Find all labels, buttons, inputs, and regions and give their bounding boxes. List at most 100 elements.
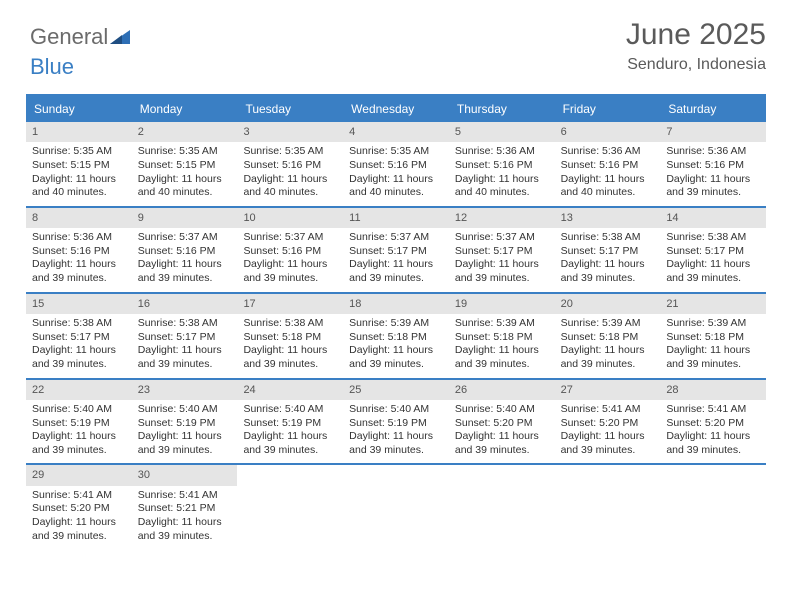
day-number: 16 bbox=[132, 294, 238, 314]
sunrise-text: Sunrise: 5:38 AM bbox=[138, 317, 232, 331]
calendar-cell: 6Sunrise: 5:36 AMSunset: 5:16 PMDaylight… bbox=[555, 122, 661, 206]
day-details: Sunrise: 5:36 AMSunset: 5:16 PMDaylight:… bbox=[555, 142, 661, 206]
calendar-cell: 11Sunrise: 5:37 AMSunset: 5:17 PMDayligh… bbox=[343, 208, 449, 292]
sunset-text: Sunset: 5:20 PM bbox=[455, 417, 549, 431]
sunset-text: Sunset: 5:18 PM bbox=[349, 331, 443, 345]
day-details: Sunrise: 5:41 AMSunset: 5:21 PMDaylight:… bbox=[132, 486, 238, 550]
calendar-cell: 21Sunrise: 5:39 AMSunset: 5:18 PMDayligh… bbox=[660, 294, 766, 378]
day-number: 4 bbox=[343, 122, 449, 142]
sunset-text: Sunset: 5:16 PM bbox=[138, 245, 232, 259]
sunset-text: Sunset: 5:19 PM bbox=[138, 417, 232, 431]
calendar-cell: 10Sunrise: 5:37 AMSunset: 5:16 PMDayligh… bbox=[237, 208, 343, 292]
daylight-text: Daylight: 11 hours and 39 minutes. bbox=[243, 344, 337, 371]
sunrise-text: Sunrise: 5:38 AM bbox=[561, 231, 655, 245]
day-number: 27 bbox=[555, 380, 661, 400]
day-number: 1 bbox=[26, 122, 132, 142]
day-number: 20 bbox=[555, 294, 661, 314]
sunrise-text: Sunrise: 5:40 AM bbox=[349, 403, 443, 417]
calendar-cell: 1Sunrise: 5:35 AMSunset: 5:15 PMDaylight… bbox=[26, 122, 132, 206]
day-number: 26 bbox=[449, 380, 555, 400]
sunset-text: Sunset: 5:16 PM bbox=[243, 245, 337, 259]
sunset-text: Sunset: 5:20 PM bbox=[666, 417, 760, 431]
daylight-text: Daylight: 11 hours and 39 minutes. bbox=[561, 344, 655, 371]
calendar-cell: 28Sunrise: 5:41 AMSunset: 5:20 PMDayligh… bbox=[660, 380, 766, 464]
daylight-text: Daylight: 11 hours and 39 minutes. bbox=[138, 516, 232, 543]
day-number: 25 bbox=[343, 380, 449, 400]
calendar-cell: 15Sunrise: 5:38 AMSunset: 5:17 PMDayligh… bbox=[26, 294, 132, 378]
sunrise-text: Sunrise: 5:35 AM bbox=[243, 145, 337, 159]
day-details: Sunrise: 5:38 AMSunset: 5:18 PMDaylight:… bbox=[237, 314, 343, 378]
day-number: 19 bbox=[449, 294, 555, 314]
day-details: Sunrise: 5:38 AMSunset: 5:17 PMDaylight:… bbox=[660, 228, 766, 292]
sunrise-text: Sunrise: 5:36 AM bbox=[32, 231, 126, 245]
daylight-text: Daylight: 11 hours and 39 minutes. bbox=[243, 430, 337, 457]
calendar: SundayMondayTuesdayWednesdayThursdayFrid… bbox=[26, 94, 766, 549]
day-number: 6 bbox=[555, 122, 661, 142]
day-details: Sunrise: 5:40 AMSunset: 5:19 PMDaylight:… bbox=[343, 400, 449, 464]
calendar-cell: 27Sunrise: 5:41 AMSunset: 5:20 PMDayligh… bbox=[555, 380, 661, 464]
daylight-text: Daylight: 11 hours and 39 minutes. bbox=[32, 516, 126, 543]
day-details: Sunrise: 5:36 AMSunset: 5:16 PMDaylight:… bbox=[26, 228, 132, 292]
daylight-text: Daylight: 11 hours and 39 minutes. bbox=[666, 258, 760, 285]
day-details: Sunrise: 5:38 AMSunset: 5:17 PMDaylight:… bbox=[555, 228, 661, 292]
sunset-text: Sunset: 5:17 PM bbox=[32, 331, 126, 345]
day-of-week-label: Sunday bbox=[26, 96, 132, 122]
day-of-week-label: Tuesday bbox=[237, 96, 343, 122]
day-number: 9 bbox=[132, 208, 238, 228]
page-title: June 2025 bbox=[626, 18, 766, 52]
daylight-text: Daylight: 11 hours and 40 minutes. bbox=[32, 173, 126, 200]
sunset-text: Sunset: 5:18 PM bbox=[561, 331, 655, 345]
daylight-text: Daylight: 11 hours and 39 minutes. bbox=[455, 430, 549, 457]
sunrise-text: Sunrise: 5:38 AM bbox=[666, 231, 760, 245]
day-of-week-label: Monday bbox=[132, 96, 238, 122]
day-details: Sunrise: 5:39 AMSunset: 5:18 PMDaylight:… bbox=[660, 314, 766, 378]
logo-text: General Blue bbox=[30, 24, 130, 80]
daylight-text: Daylight: 11 hours and 39 minutes. bbox=[666, 173, 760, 200]
day-number: 24 bbox=[237, 380, 343, 400]
calendar-cell: 17Sunrise: 5:38 AMSunset: 5:18 PMDayligh… bbox=[237, 294, 343, 378]
sunset-text: Sunset: 5:18 PM bbox=[243, 331, 337, 345]
day-number: 29 bbox=[26, 465, 132, 485]
calendar-cell: 14Sunrise: 5:38 AMSunset: 5:17 PMDayligh… bbox=[660, 208, 766, 292]
day-number: 21 bbox=[660, 294, 766, 314]
daylight-text: Daylight: 11 hours and 40 minutes. bbox=[349, 173, 443, 200]
sunrise-text: Sunrise: 5:37 AM bbox=[349, 231, 443, 245]
day-details: Sunrise: 5:41 AMSunset: 5:20 PMDaylight:… bbox=[660, 400, 766, 464]
calendar-cell-empty bbox=[555, 465, 661, 549]
daylight-text: Daylight: 11 hours and 39 minutes. bbox=[349, 258, 443, 285]
daylight-text: Daylight: 11 hours and 39 minutes. bbox=[349, 344, 443, 371]
day-of-week-label: Saturday bbox=[660, 96, 766, 122]
sunset-text: Sunset: 5:17 PM bbox=[666, 245, 760, 259]
sunset-text: Sunset: 5:16 PM bbox=[349, 159, 443, 173]
day-details: Sunrise: 5:35 AMSunset: 5:15 PMDaylight:… bbox=[132, 142, 238, 206]
daylight-text: Daylight: 11 hours and 39 minutes. bbox=[561, 430, 655, 457]
daylight-text: Daylight: 11 hours and 39 minutes. bbox=[138, 430, 232, 457]
sunset-text: Sunset: 5:16 PM bbox=[243, 159, 337, 173]
sunset-text: Sunset: 5:15 PM bbox=[138, 159, 232, 173]
sunrise-text: Sunrise: 5:40 AM bbox=[32, 403, 126, 417]
sunset-text: Sunset: 5:17 PM bbox=[349, 245, 443, 259]
day-details: Sunrise: 5:37 AMSunset: 5:17 PMDaylight:… bbox=[449, 228, 555, 292]
calendar-week: 29Sunrise: 5:41 AMSunset: 5:20 PMDayligh… bbox=[26, 465, 766, 549]
day-details: Sunrise: 5:39 AMSunset: 5:18 PMDaylight:… bbox=[555, 314, 661, 378]
day-details: Sunrise: 5:38 AMSunset: 5:17 PMDaylight:… bbox=[132, 314, 238, 378]
day-details: Sunrise: 5:37 AMSunset: 5:16 PMDaylight:… bbox=[237, 228, 343, 292]
day-number: 17 bbox=[237, 294, 343, 314]
calendar-cell: 24Sunrise: 5:40 AMSunset: 5:19 PMDayligh… bbox=[237, 380, 343, 464]
sunrise-text: Sunrise: 5:35 AM bbox=[32, 145, 126, 159]
day-details: Sunrise: 5:35 AMSunset: 5:16 PMDaylight:… bbox=[343, 142, 449, 206]
sunset-text: Sunset: 5:17 PM bbox=[138, 331, 232, 345]
calendar-cell: 12Sunrise: 5:37 AMSunset: 5:17 PMDayligh… bbox=[449, 208, 555, 292]
calendar-cell: 30Sunrise: 5:41 AMSunset: 5:21 PMDayligh… bbox=[132, 465, 238, 549]
logo: General Blue bbox=[30, 18, 130, 80]
daylight-text: Daylight: 11 hours and 39 minutes. bbox=[138, 344, 232, 371]
calendar-cell: 25Sunrise: 5:40 AMSunset: 5:19 PMDayligh… bbox=[343, 380, 449, 464]
daylight-text: Daylight: 11 hours and 40 minutes. bbox=[561, 173, 655, 200]
day-details: Sunrise: 5:40 AMSunset: 5:19 PMDaylight:… bbox=[237, 400, 343, 464]
sunrise-text: Sunrise: 5:40 AM bbox=[138, 403, 232, 417]
sunset-text: Sunset: 5:16 PM bbox=[561, 159, 655, 173]
day-number: 14 bbox=[660, 208, 766, 228]
daylight-text: Daylight: 11 hours and 39 minutes. bbox=[666, 430, 760, 457]
sunset-text: Sunset: 5:18 PM bbox=[666, 331, 760, 345]
day-number: 22 bbox=[26, 380, 132, 400]
